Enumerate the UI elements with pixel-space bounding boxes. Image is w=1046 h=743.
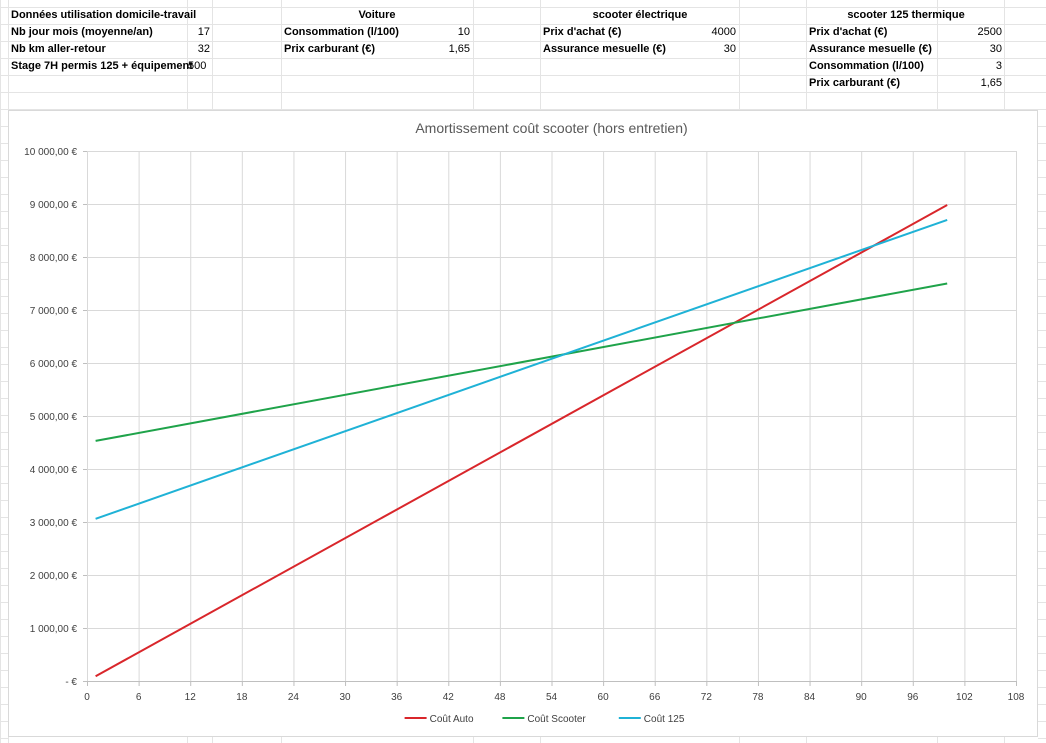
value-prix-carburant-voiture[interactable]: 1,65 [448,43,470,55]
value-assurance-125[interactable]: 30 [989,43,1002,55]
x-tick-label: 0 [84,692,90,703]
y-tick-label: 4 000,00 € [30,465,78,476]
header-scooter-125[interactable]: scooter 125 thermique [847,9,965,21]
chart-title: Amortissement coût scooter (hors entreti… [415,120,687,136]
x-tick-label: 6 [136,692,142,703]
label-nb-jour[interactable]: Nb jour mois (moyenne/an) [11,26,153,38]
value-consommation-125[interactable]: 3 [995,60,1002,72]
label-prix-carburant-125[interactable]: Prix carburant (€) [809,77,901,89]
series-line-scooter[interactable] [95,282,948,442]
x-tick-label: 30 [339,692,351,703]
y-tick-label: 5 000,00 € [30,412,78,423]
y-tick-label: 10 000,00 € [24,147,77,158]
x-tick-label: 24 [288,692,300,703]
y-tick-label: 1 000,00 € [30,624,78,635]
label-prix-achat-125[interactable]: Prix d'achat (€) [809,26,888,38]
series-line-c125[interactable] [95,218,948,520]
x-tick-label: 18 [236,692,248,703]
label-prix-achat-electrique[interactable]: Prix d'achat (€) [543,26,622,38]
value-prix-achat-electrique[interactable]: 4000 [711,26,736,38]
x-tick-label: 84 [804,692,816,703]
x-tick-label: 36 [391,692,403,703]
x-tick-label: 12 [185,692,197,703]
label-stage[interactable]: Stage 7H permis 125 + équipement [11,60,193,72]
y-tick-label: 8 000,00 € [30,253,78,264]
x-tick-label: 42 [443,692,455,703]
header-voiture[interactable]: Voiture [358,9,396,21]
value-consommation-voiture[interactable]: 10 [457,26,470,38]
x-tick-label: 108 [1008,692,1025,703]
label-consommation-125[interactable]: Consommation (l/100) [809,60,924,72]
value-nb-jour[interactable]: 17 [197,26,210,38]
header-usage[interactable]: Données utilisation domicile-travail [11,9,197,21]
legend-label-scooter[interactable]: Coût Scooter [527,714,586,725]
legend-label-c125[interactable]: Coût 125 [644,714,685,725]
y-tick-label: 2 000,00 € [30,571,78,582]
y-tick-label: - € [65,677,77,688]
x-tick-label: 78 [752,692,764,703]
x-tick-label: 60 [598,692,610,703]
x-tick-label: 54 [546,692,558,703]
y-tick-label: 9 000,00 € [30,200,78,211]
value-assurance-electrique[interactable]: 30 [723,43,736,55]
x-tick-label: 66 [649,692,661,703]
label-consommation-voiture[interactable]: Consommation (l/100) [284,26,399,38]
value-prix-carburant-125[interactable]: 1,65 [980,77,1002,89]
x-tick-label: 102 [956,692,973,703]
x-tick-label: 90 [856,692,868,703]
x-tick-label: 72 [701,692,713,703]
label-assurance-125[interactable]: Assurance mesuelle (€) [809,43,932,55]
value-nb-km[interactable]: 32 [197,43,210,55]
y-tick-label: 6 000,00 € [30,359,78,370]
legend-label-auto[interactable]: Coût Auto [430,714,474,725]
y-tick-label: 7 000,00 € [30,306,78,317]
x-tick-label: 96 [907,692,919,703]
label-assurance-electrique[interactable]: Assurance mesuelle (€) [543,43,666,55]
label-prix-carburant-voiture[interactable]: Prix carburant (€) [284,43,376,55]
line-chart: Amortissement coût scooter (hors entreti… [24,120,1025,725]
value-prix-achat-125[interactable]: 2500 [977,26,1002,38]
value-stage[interactable]: 500 [188,60,207,72]
chart-container[interactable]: Amortissement coût scooter (hors entreti… [8,110,1038,737]
x-tick-label: 48 [494,692,506,703]
label-nb-km[interactable]: Nb km aller-retour [11,43,106,55]
header-scooter-electrique[interactable]: scooter électrique [592,9,688,21]
series-line-auto[interactable] [95,204,948,678]
y-tick-label: 3 000,00 € [30,518,78,529]
